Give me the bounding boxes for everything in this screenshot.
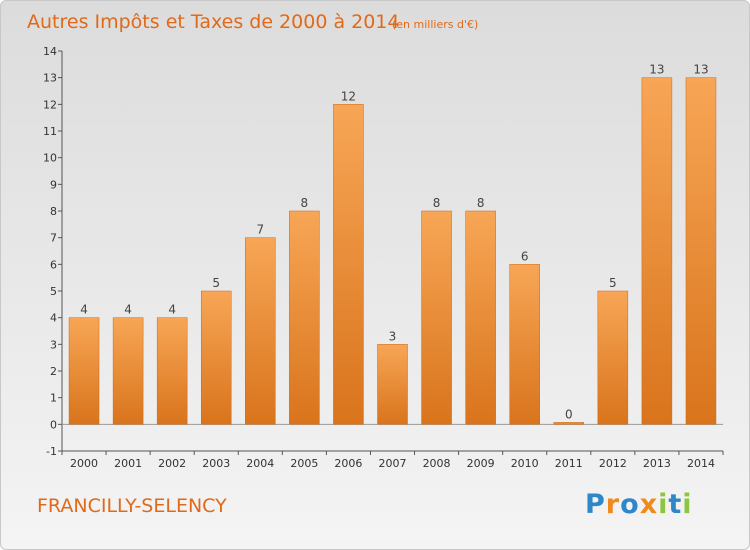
y-tick-label: 10: [43, 152, 57, 165]
x-tick-label: 2008: [423, 457, 451, 470]
bar: [200, 290, 232, 425]
bar-value-label: 0: [565, 407, 573, 421]
bar: [289, 210, 320, 425]
y-tick-label: 4: [50, 312, 57, 325]
bar: [685, 77, 717, 425]
y-tick-label: 5: [50, 285, 57, 298]
y-tick-label: 11: [43, 125, 57, 138]
bar: [509, 264, 540, 425]
x-tick-label: 2013: [643, 457, 671, 470]
bar-value-label: 4: [80, 303, 88, 317]
bar-value-label: 8: [477, 196, 485, 210]
bar-value-label: 5: [212, 276, 220, 290]
bar: [553, 422, 585, 425]
y-tick-label: 2: [50, 365, 57, 378]
x-tick-label: 2003: [202, 457, 230, 470]
bar: [112, 317, 144, 425]
chart-title: Autres Impôts et Taxes de 2000 à 2014: [27, 11, 400, 33]
bar: [245, 237, 276, 425]
logo-letter: r: [605, 489, 621, 520]
y-tick-label: 14: [43, 45, 57, 58]
y-tick-label: 12: [43, 98, 57, 111]
logo-letter: P: [585, 489, 606, 520]
commune-name: FRANCILLY-SELENCY: [37, 495, 227, 517]
y-tick-label: 6: [50, 258, 57, 271]
chart-subtitle: (en milliers d'€): [392, 18, 478, 31]
bar: [333, 104, 364, 425]
y-tick-label: 9: [50, 178, 57, 191]
x-tick-label: 2011: [555, 457, 583, 470]
logo-letter: i: [658, 489, 669, 520]
bar-value-label: 4: [168, 303, 176, 317]
y-tick-label: 8: [50, 205, 57, 218]
bars: 4 4 4 5 7 8 12 3 8 8 6 0 5 13 13: [68, 63, 717, 425]
logo-letter: o: [620, 489, 640, 520]
x-tick-label: 2014: [687, 457, 715, 470]
x-tick-label: 2007: [379, 457, 407, 470]
logo-letter: i: [682, 489, 693, 520]
bar-value-label: 8: [301, 196, 309, 210]
bar-value-label: 12: [341, 89, 356, 103]
y-tick-label: 1: [50, 392, 57, 405]
x-tick-label: 2001: [114, 457, 142, 470]
y-tick-label: -1: [46, 445, 57, 458]
x-tick-label: 2005: [290, 457, 318, 470]
x-tick-label: 2012: [599, 457, 627, 470]
bar: [421, 210, 452, 425]
y-tick-label: 13: [43, 72, 57, 85]
bar-value-label: 5: [609, 276, 617, 290]
proxiti-logo: Proxiti: [585, 489, 693, 520]
bar: [68, 317, 100, 425]
y-tick-label: 0: [50, 418, 57, 431]
bar: [377, 344, 408, 425]
x-tick-label: 2009: [467, 457, 495, 470]
bar-value-label: 13: [693, 63, 708, 77]
bar-value-label: 3: [389, 329, 397, 343]
y-tick-label: 3: [50, 338, 57, 351]
bar-value-label: 4: [124, 303, 132, 317]
bar: [597, 290, 629, 425]
logo-letter: x: [639, 489, 659, 520]
x-tick-label: 2006: [334, 457, 362, 470]
x-tick-label: 2004: [246, 457, 274, 470]
bar: [465, 210, 496, 425]
bar-value-label: 8: [433, 196, 441, 210]
x-tick-label: 2002: [158, 457, 186, 470]
bar: [156, 317, 188, 425]
y-tick-label: 7: [50, 232, 57, 245]
bar: [641, 77, 673, 425]
bar-value-label: 6: [521, 249, 529, 263]
bar-value-label: 13: [649, 63, 664, 77]
x-tick-label: 2000: [70, 457, 98, 470]
x-tick-label: 2010: [511, 457, 539, 470]
logo-letter: t: [668, 489, 683, 520]
bar-value-label: 7: [256, 223, 264, 237]
